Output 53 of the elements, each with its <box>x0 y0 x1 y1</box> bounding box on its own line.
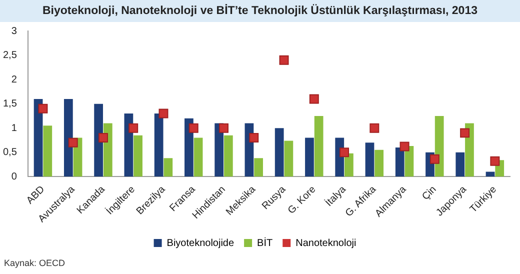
legend-label: BİT <box>257 236 273 249</box>
x-tick-label: G. Kore <box>286 184 319 216</box>
bar <box>344 153 354 177</box>
point <box>68 138 78 148</box>
y-tick-label: 0,5 <box>2 147 18 158</box>
bar <box>134 135 142 177</box>
point <box>400 142 410 152</box>
point <box>279 55 289 65</box>
point <box>460 128 470 138</box>
point <box>249 133 259 143</box>
point <box>370 123 380 133</box>
bar <box>94 104 103 177</box>
y-tick-label: 2 <box>11 74 18 86</box>
chart-title: Biyoteknoloji, Nanoteknoloji ve BİT’te Teknolojik Üstünlük Karşılaştırması, 2013 <box>0 0 520 22</box>
bar <box>314 116 324 177</box>
bar <box>154 114 164 177</box>
bar <box>284 140 294 177</box>
y-tick-label: 1,5 <box>2 98 18 110</box>
bar <box>305 138 314 177</box>
bar <box>224 135 233 177</box>
legend-label: Nanoteknoloji <box>296 238 356 249</box>
bar <box>184 118 194 177</box>
bar <box>64 98 73 177</box>
point <box>490 156 500 166</box>
point <box>158 108 168 118</box>
text: Kaynak: OECD <box>4 258 66 268</box>
bar <box>434 116 444 177</box>
point <box>38 104 48 114</box>
y-tick-label: 2,5 <box>2 50 18 62</box>
bar <box>254 158 263 177</box>
bar <box>395 148 404 177</box>
legend-label: Biyoteknolojide <box>166 238 234 249</box>
point <box>98 133 108 143</box>
y-tick-label: 3 <box>11 26 18 37</box>
bar <box>194 138 203 177</box>
bar <box>43 126 52 177</box>
bar <box>374 150 384 177</box>
point <box>219 123 228 133</box>
y-tick-label: 1 <box>11 122 18 134</box>
point <box>188 123 198 133</box>
bar <box>456 152 465 177</box>
bar <box>103 123 112 177</box>
bar <box>365 142 374 177</box>
point <box>309 94 319 104</box>
y-tick-label: 0 <box>11 171 18 182</box>
x-tick-label: Çin <box>420 184 439 203</box>
point <box>128 123 138 133</box>
bar <box>164 158 173 177</box>
bar <box>465 123 474 177</box>
point <box>340 148 350 158</box>
bar <box>214 123 224 177</box>
point <box>430 154 440 164</box>
bar <box>274 128 284 177</box>
